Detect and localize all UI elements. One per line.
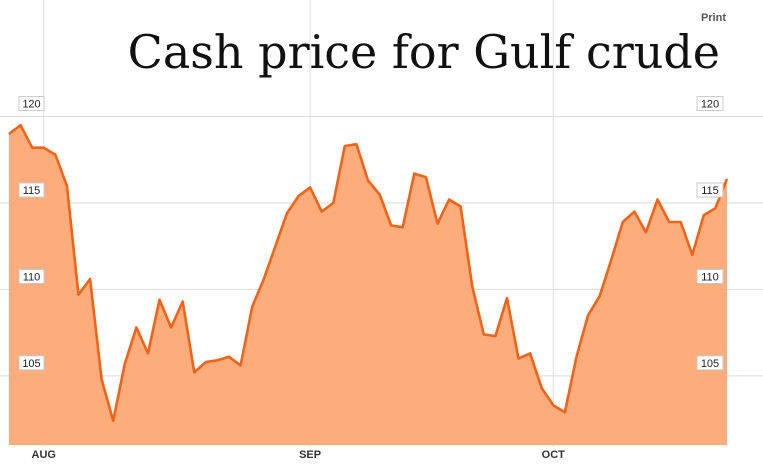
y-tick-label: 115 xyxy=(701,185,719,197)
y-tick-label: 120 xyxy=(701,99,719,111)
data-point xyxy=(309,186,311,188)
price-line xyxy=(8,123,729,423)
data-point xyxy=(8,133,10,135)
x-tick-label: AUG xyxy=(32,449,56,461)
data-point xyxy=(355,143,357,145)
y-tick-label: 110 xyxy=(701,271,719,283)
data-point xyxy=(494,335,496,337)
data-point xyxy=(656,198,658,200)
y-tick-box xyxy=(696,96,724,112)
y-tick-label: 110 xyxy=(23,271,41,283)
left-y-axis-labels: 105 110 115 120 xyxy=(18,96,45,371)
data-point xyxy=(43,146,45,148)
y-tick-box xyxy=(18,182,45,198)
data-point xyxy=(587,314,589,316)
data-point xyxy=(390,224,392,226)
y-tick-right: 110 xyxy=(696,268,724,284)
data-point xyxy=(367,179,369,181)
data-point xyxy=(633,210,635,212)
y-tick-box xyxy=(18,268,45,284)
data-point xyxy=(182,300,184,302)
data-point xyxy=(239,364,241,366)
y-tick-left: 115 xyxy=(18,182,45,198)
price-area-fill xyxy=(9,125,727,445)
data-point xyxy=(402,226,404,228)
data-point xyxy=(263,278,265,280)
data-point xyxy=(471,285,473,287)
y-tick-right: 115 xyxy=(696,182,724,198)
data-point xyxy=(286,212,288,214)
y-tick-left: 110 xyxy=(18,268,45,284)
data-point xyxy=(216,359,218,361)
print-link[interactable]: Print xyxy=(701,12,726,24)
y-tick-left: 105 xyxy=(18,355,45,371)
data-point xyxy=(274,245,276,247)
data-point xyxy=(54,153,56,155)
data-point xyxy=(66,185,68,187)
data-point xyxy=(610,259,612,261)
data-point xyxy=(668,221,670,223)
data-point xyxy=(703,214,705,216)
data-point xyxy=(112,420,114,422)
y-tick-label: 115 xyxy=(23,185,41,197)
data-point xyxy=(332,202,334,204)
data-point xyxy=(251,306,253,308)
data-point xyxy=(413,172,415,174)
data-point xyxy=(552,404,554,406)
y-tick-label: 120 xyxy=(22,99,40,111)
data-point xyxy=(483,333,485,335)
data-point xyxy=(19,124,21,126)
data-point xyxy=(726,178,728,180)
data-point xyxy=(425,176,427,178)
data-point xyxy=(598,295,600,297)
y-tick-box xyxy=(18,96,45,112)
data-point xyxy=(691,254,693,256)
data-point xyxy=(297,195,299,197)
y-tick-label: 105 xyxy=(22,358,40,370)
x-tick-label: OCT xyxy=(542,449,566,461)
y-tick-box xyxy=(18,355,45,371)
data-point xyxy=(31,146,33,148)
data-point xyxy=(158,299,160,301)
y-tick-left: 120 xyxy=(18,96,45,112)
data-point xyxy=(100,378,102,380)
data-point xyxy=(320,210,322,212)
data-point xyxy=(170,326,172,328)
data-point xyxy=(575,356,577,358)
x-tick-label: SEP xyxy=(299,449,321,461)
x-axis-labels: AUG SEP OCT xyxy=(32,449,566,461)
y-tick-right: 120 xyxy=(696,96,724,112)
data-point xyxy=(459,205,461,207)
right-y-axis-labels: 105 110 115 120 xyxy=(696,96,724,371)
data-point xyxy=(645,231,647,233)
data-point xyxy=(89,278,91,280)
data-point xyxy=(344,145,346,147)
data-point xyxy=(714,207,716,209)
data-point xyxy=(564,411,566,413)
data-point xyxy=(541,387,543,389)
y-tick-box xyxy=(696,268,724,284)
data-point xyxy=(228,356,230,358)
y-tick-box xyxy=(696,182,724,198)
data-point xyxy=(506,297,508,299)
y-tick-box xyxy=(696,355,724,371)
data-point xyxy=(124,363,126,365)
data-point xyxy=(193,371,195,373)
data-point xyxy=(135,326,137,328)
data-point xyxy=(529,352,531,354)
data-point xyxy=(622,221,624,223)
data-point xyxy=(147,352,149,354)
chart-title: Cash price for Gulf crude xyxy=(128,25,720,79)
data-point xyxy=(448,198,450,200)
data-point xyxy=(679,221,681,223)
data-point xyxy=(378,193,380,195)
data-point xyxy=(436,223,438,225)
data-point xyxy=(517,357,519,359)
data-point xyxy=(205,361,207,363)
y-tick-label: 105 xyxy=(701,358,719,370)
data-point xyxy=(77,293,79,295)
y-tick-right: 105 xyxy=(696,355,724,371)
